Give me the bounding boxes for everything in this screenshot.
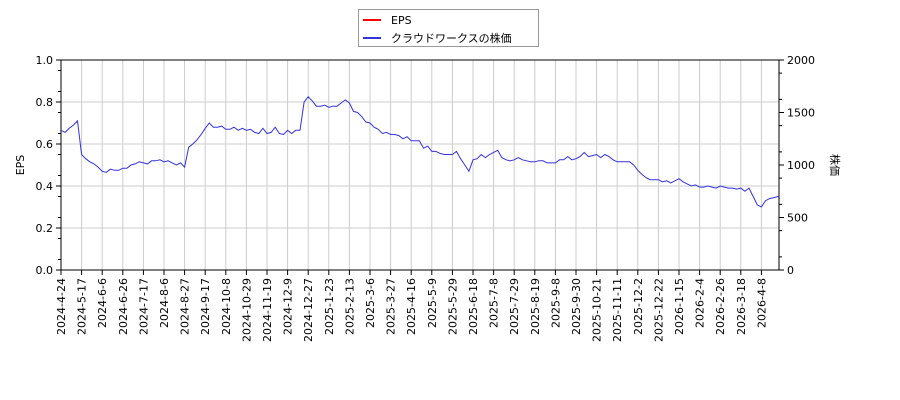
right-tick-label: 1000: [787, 159, 815, 172]
left-tick-label: 1.0: [36, 54, 54, 67]
x-tick-label: 2024-5-17: [76, 278, 89, 335]
x-tick-label: 2024-6-6: [96, 278, 109, 328]
eps-swatch: [363, 19, 381, 21]
x-tick-label: 2026-1-15: [673, 278, 686, 335]
x-tick-label: 2025-9-30: [570, 278, 583, 335]
x-tick-label: 2025-8-19: [529, 278, 542, 335]
x-tick-label: 2026-4-8: [755, 278, 768, 328]
x-tick-label: 2025-4-16: [405, 278, 418, 335]
x-tick-label: 2024-6-26: [117, 278, 130, 335]
right-tick-label: 1500: [787, 107, 815, 120]
right-tick-label: 2000: [787, 54, 815, 67]
right-tick-label: 0: [787, 264, 794, 277]
x-tick-label: 2025-6-18: [467, 278, 480, 335]
x-tick-label: 2025-1-23: [323, 278, 336, 335]
x-tick-label: 2024-7-17: [137, 278, 150, 335]
x-tick-label: 2025-3-6: [364, 278, 377, 328]
left-tick-label: 0.0: [36, 264, 54, 277]
stock-price-line: [60, 96, 781, 208]
x-tick-label: 2024-10-29: [240, 278, 253, 342]
x-tick-label: 2024-8-27: [179, 278, 192, 335]
left-tick-label: 0.2: [36, 222, 54, 235]
legend-label-eps: EPS: [391, 13, 412, 27]
left-tick-label: 0.4: [36, 180, 54, 193]
right-tick-label: 500: [787, 212, 808, 225]
x-tick-label: 2024-12-9: [282, 278, 295, 335]
x-tick-label: 2024-11-19: [261, 278, 274, 342]
x-tick-label: 2024-12-27: [302, 278, 315, 342]
x-tick-label: 2025-12-22: [652, 278, 665, 342]
x-tick-label: 2025-5-9: [426, 278, 439, 328]
x-tick-label: 2025-9-8: [549, 278, 562, 328]
left-tick-label: 0.8: [36, 96, 54, 109]
x-tick-label: 2025-10-21: [591, 278, 604, 342]
left-tick-label: 0.6: [36, 138, 54, 151]
x-tick-label: 2024-8-6: [158, 278, 171, 328]
grid-lines: [61, 60, 779, 270]
x-tick-label: 2024-9-17: [199, 278, 212, 335]
legend-item-price: クラウドワークスの株価: [363, 30, 512, 46]
x-tick-label: 2025-2-13: [343, 278, 356, 335]
x-tick-label: 2026-3-18: [735, 278, 748, 335]
legend-item-eps: EPS: [363, 12, 412, 28]
x-tick-label: 2025-7-29: [508, 278, 521, 335]
right-axis: 0 500 1000 1500 2000: [779, 54, 815, 277]
x-tick-label: 2025-5-29: [446, 278, 459, 335]
x-tick-label: 2025-7-8: [488, 278, 501, 328]
right-axis-title: 株価: [828, 154, 842, 176]
x-tick-label: 2024-4-24: [55, 278, 68, 335]
left-axis: 0.0 0.2 0.4 0.6 0.8 1.0: [36, 54, 61, 277]
x-tick-label: 2026-2-4: [694, 278, 707, 328]
price-swatch: [363, 37, 381, 39]
legend-label-price: クラウドワークスの株価: [391, 32, 512, 45]
x-tick-label: 2025-3-27: [385, 278, 398, 335]
x-axis: 2024-4-24 2024-5-17 2024-6-6 2024-6-26 2024-…: [55, 270, 768, 342]
x-tick-label: 2024-10-8: [220, 278, 233, 335]
x-tick-label: 2025-12-2: [632, 278, 645, 335]
plot-frame: [60, 59, 780, 271]
left-axis-title: EPS: [14, 155, 27, 176]
x-tick-label: 2025-11-11: [611, 278, 624, 342]
x-tick-label: 2026-2-26: [714, 278, 727, 335]
legend: EPS クラウドワークスの株価: [358, 9, 539, 47]
